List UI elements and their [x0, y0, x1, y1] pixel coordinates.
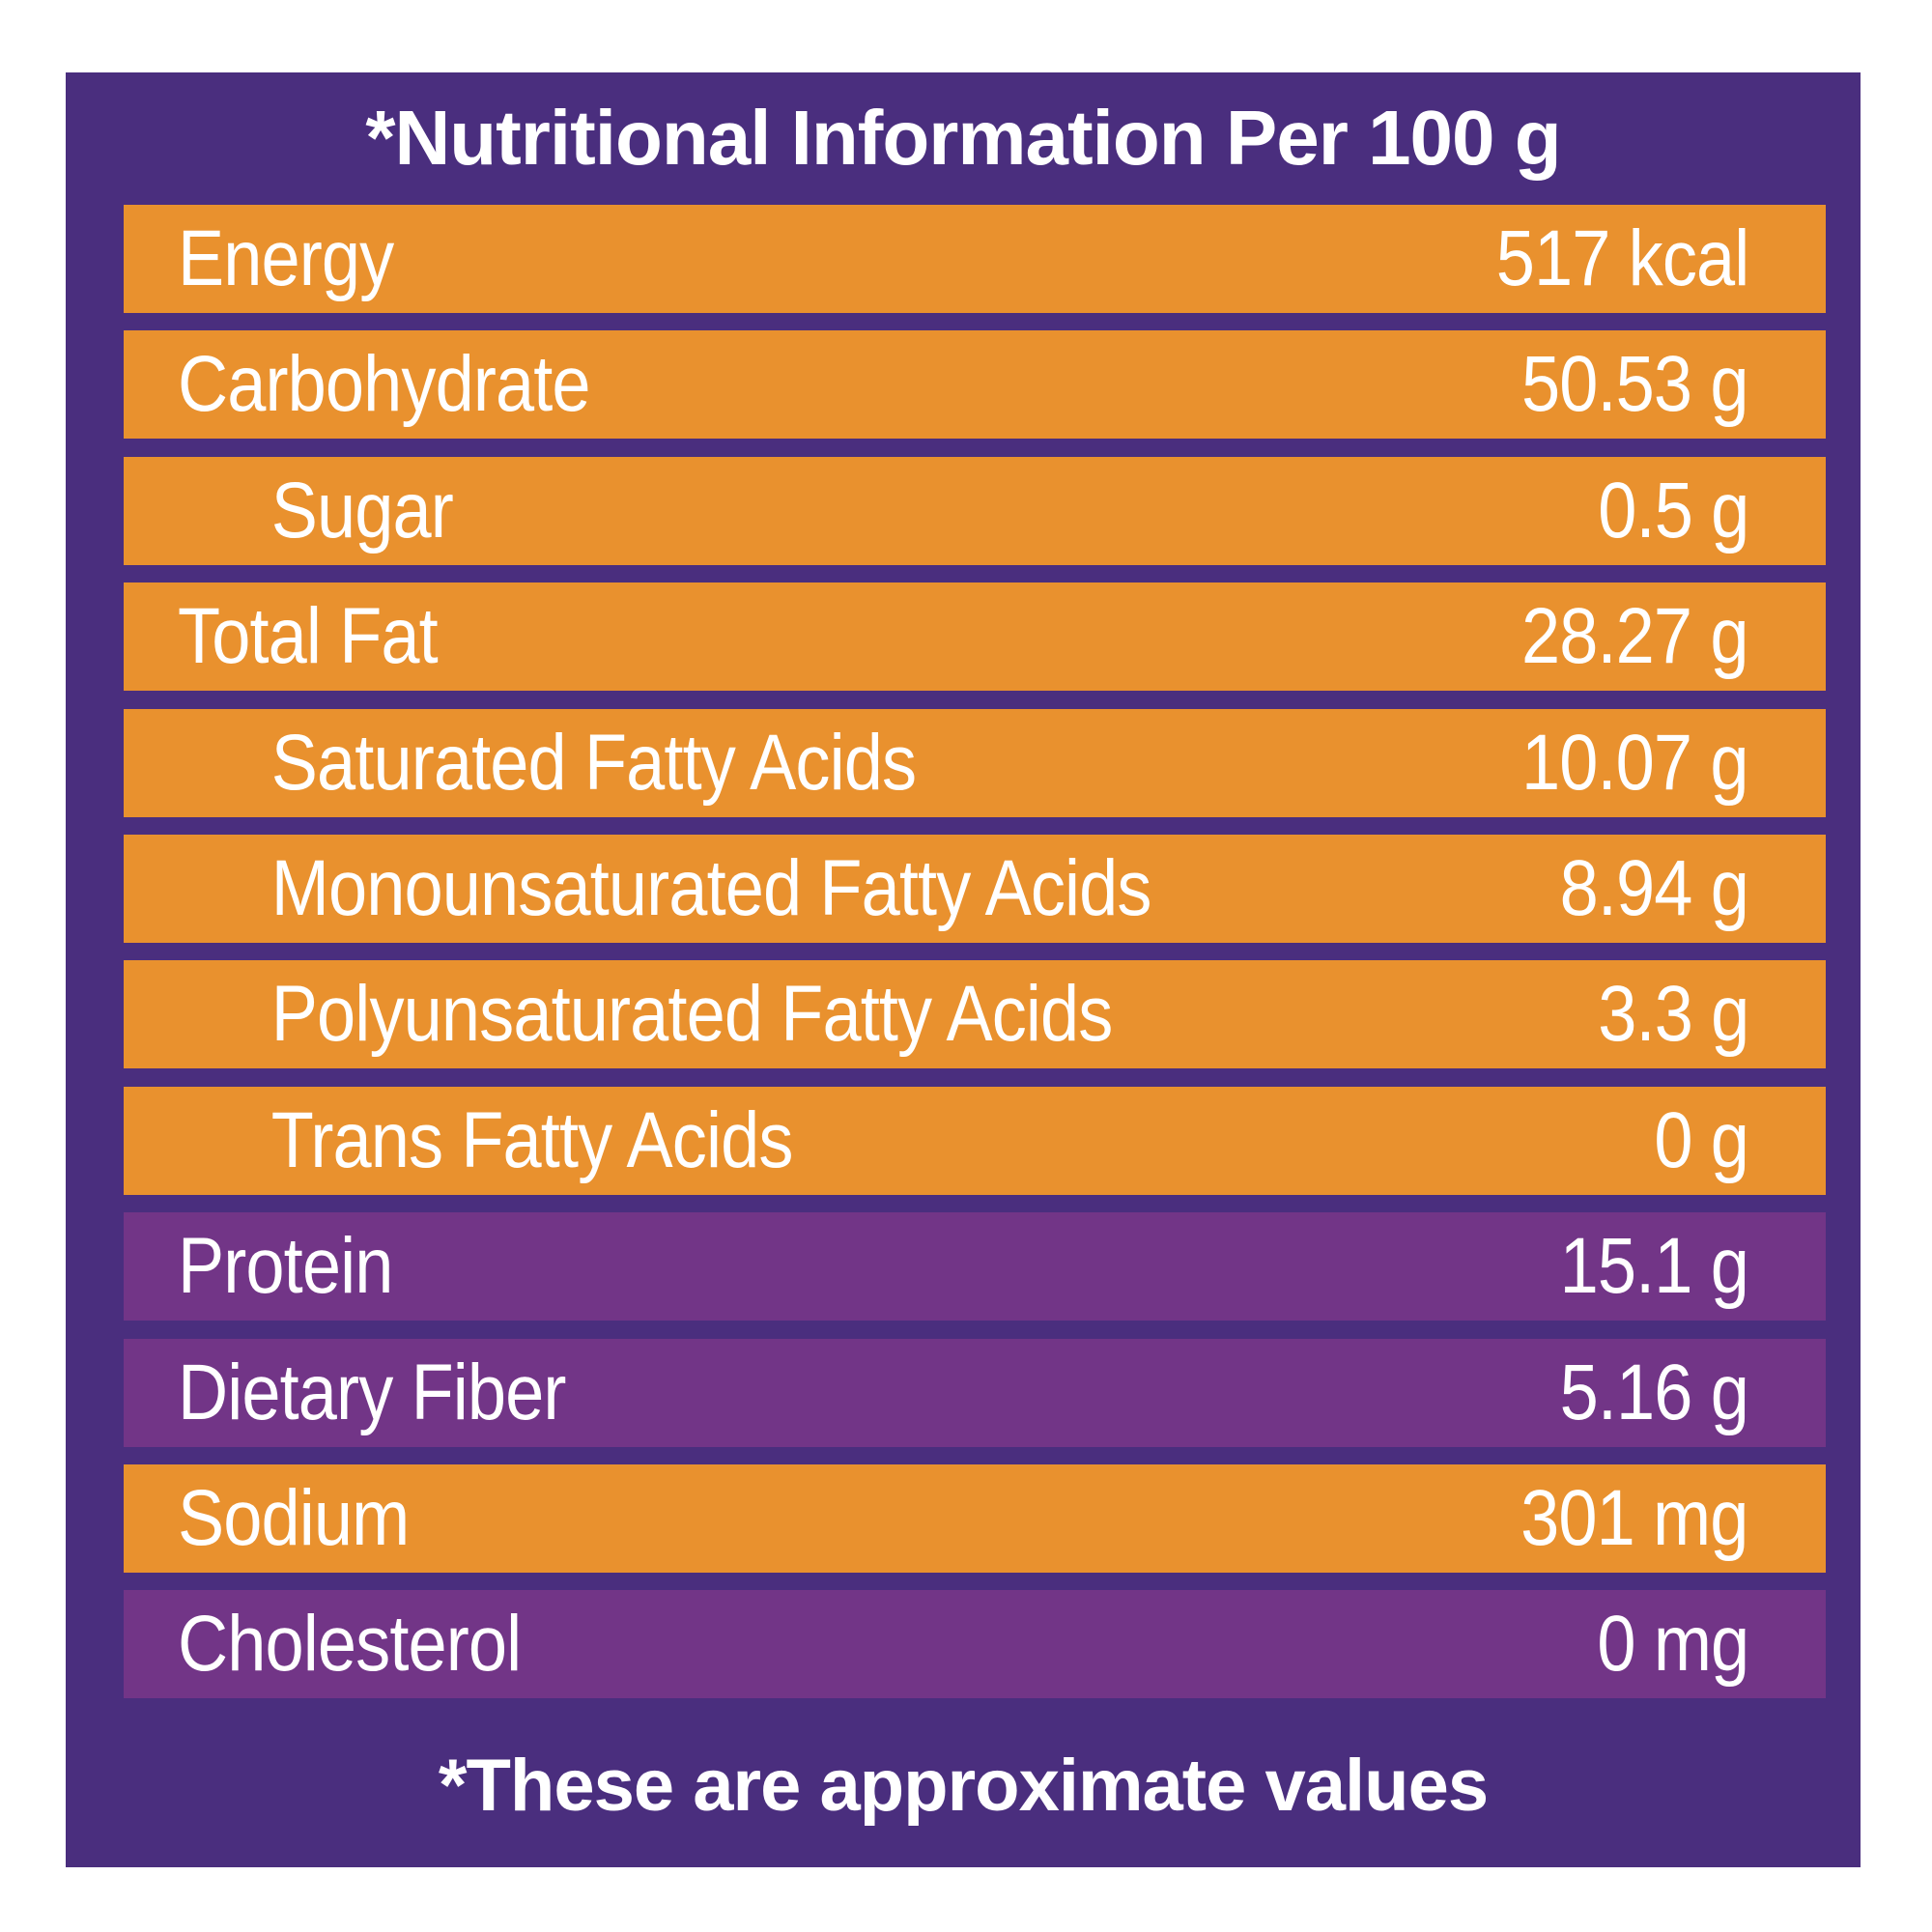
nutrient-row-carbohydrate: Carbohydrate 50.53 g	[124, 330, 1826, 440]
nutrient-row-protein: Protein 15.1 g	[124, 1212, 1826, 1321]
nutrient-value: 5.16 g	[1559, 1348, 1749, 1436]
nutrient-row-energy: Energy 517 kcal	[124, 205, 1826, 313]
nutrition-table: Energy 517 kcal Carbohydrate 50.53 g Sug…	[124, 205, 1826, 1717]
nutrient-value: 0 g	[1654, 1095, 1749, 1184]
nutrient-label: Polyunsaturated Fatty Acids	[270, 970, 1114, 1059]
nutrient-label: Saturated Fatty Acids	[270, 718, 917, 807]
nutrient-value: 15.1 g	[1559, 1222, 1749, 1311]
footnote: *These are approximate values	[438, 1744, 1489, 1827]
nutrient-value: 3.3 g	[1597, 970, 1749, 1059]
nutrient-value: 0 mg	[1597, 1600, 1749, 1689]
nutrient-value: 301 mg	[1520, 1473, 1749, 1562]
nutrient-value: 28.27 g	[1521, 592, 1748, 681]
nutrient-row-polyunsaturated-fatty-acids: Polyunsaturated Fatty Acids 3.3 g	[124, 960, 1826, 1069]
nutrient-label: Carbohydrate	[178, 340, 591, 429]
nutrient-row-sodium: Sodium 301 mg	[124, 1463, 1826, 1573]
nutrient-value: 50.53 g	[1521, 340, 1748, 429]
nutrient-row-dietary-fiber: Dietary Fiber 5.16 g	[124, 1338, 1826, 1447]
nutrient-label: Trans Fatty Acids	[270, 1095, 794, 1184]
nutrient-row-trans-fatty-acids: Trans Fatty Acids 0 g	[124, 1086, 1826, 1195]
nutrient-value: 0.5 g	[1597, 466, 1749, 554]
nutrition-panel: *Nutritional Information Per 100 g Energ…	[66, 72, 1861, 1867]
nutrient-value: 10.07 g	[1521, 718, 1748, 807]
nutrient-label: Monounsaturated Fatty Acids	[270, 843, 1152, 932]
nutrient-label: Total Fat	[178, 592, 439, 681]
nutrient-row-total-fat: Total Fat 28.27 g	[124, 582, 1826, 692]
nutrient-row-cholesterol: Cholesterol 0 mg	[124, 1590, 1826, 1699]
nutrient-label: Sodium	[178, 1473, 410, 1562]
nutrition-title: *Nutritional Information Per 100 g	[365, 94, 1561, 181]
nutrient-value: 517 kcal	[1495, 214, 1749, 302]
nutrient-row-saturated-fatty-acids: Saturated Fatty Acids 10.07 g	[124, 708, 1826, 817]
nutrient-label: Dietary Fiber	[178, 1348, 566, 1436]
nutrient-label: Energy	[178, 214, 394, 302]
nutrient-value: 8.94 g	[1559, 843, 1749, 932]
nutrient-row-monounsaturated-fatty-acids: Monounsaturated Fatty Acids 8.94 g	[124, 834, 1826, 943]
nutrient-label: Protein	[178, 1222, 393, 1311]
nutrient-row-sugar: Sugar 0.5 g	[124, 456, 1826, 565]
nutrient-label: Sugar	[270, 466, 454, 554]
nutrient-label: Cholesterol	[178, 1600, 522, 1689]
